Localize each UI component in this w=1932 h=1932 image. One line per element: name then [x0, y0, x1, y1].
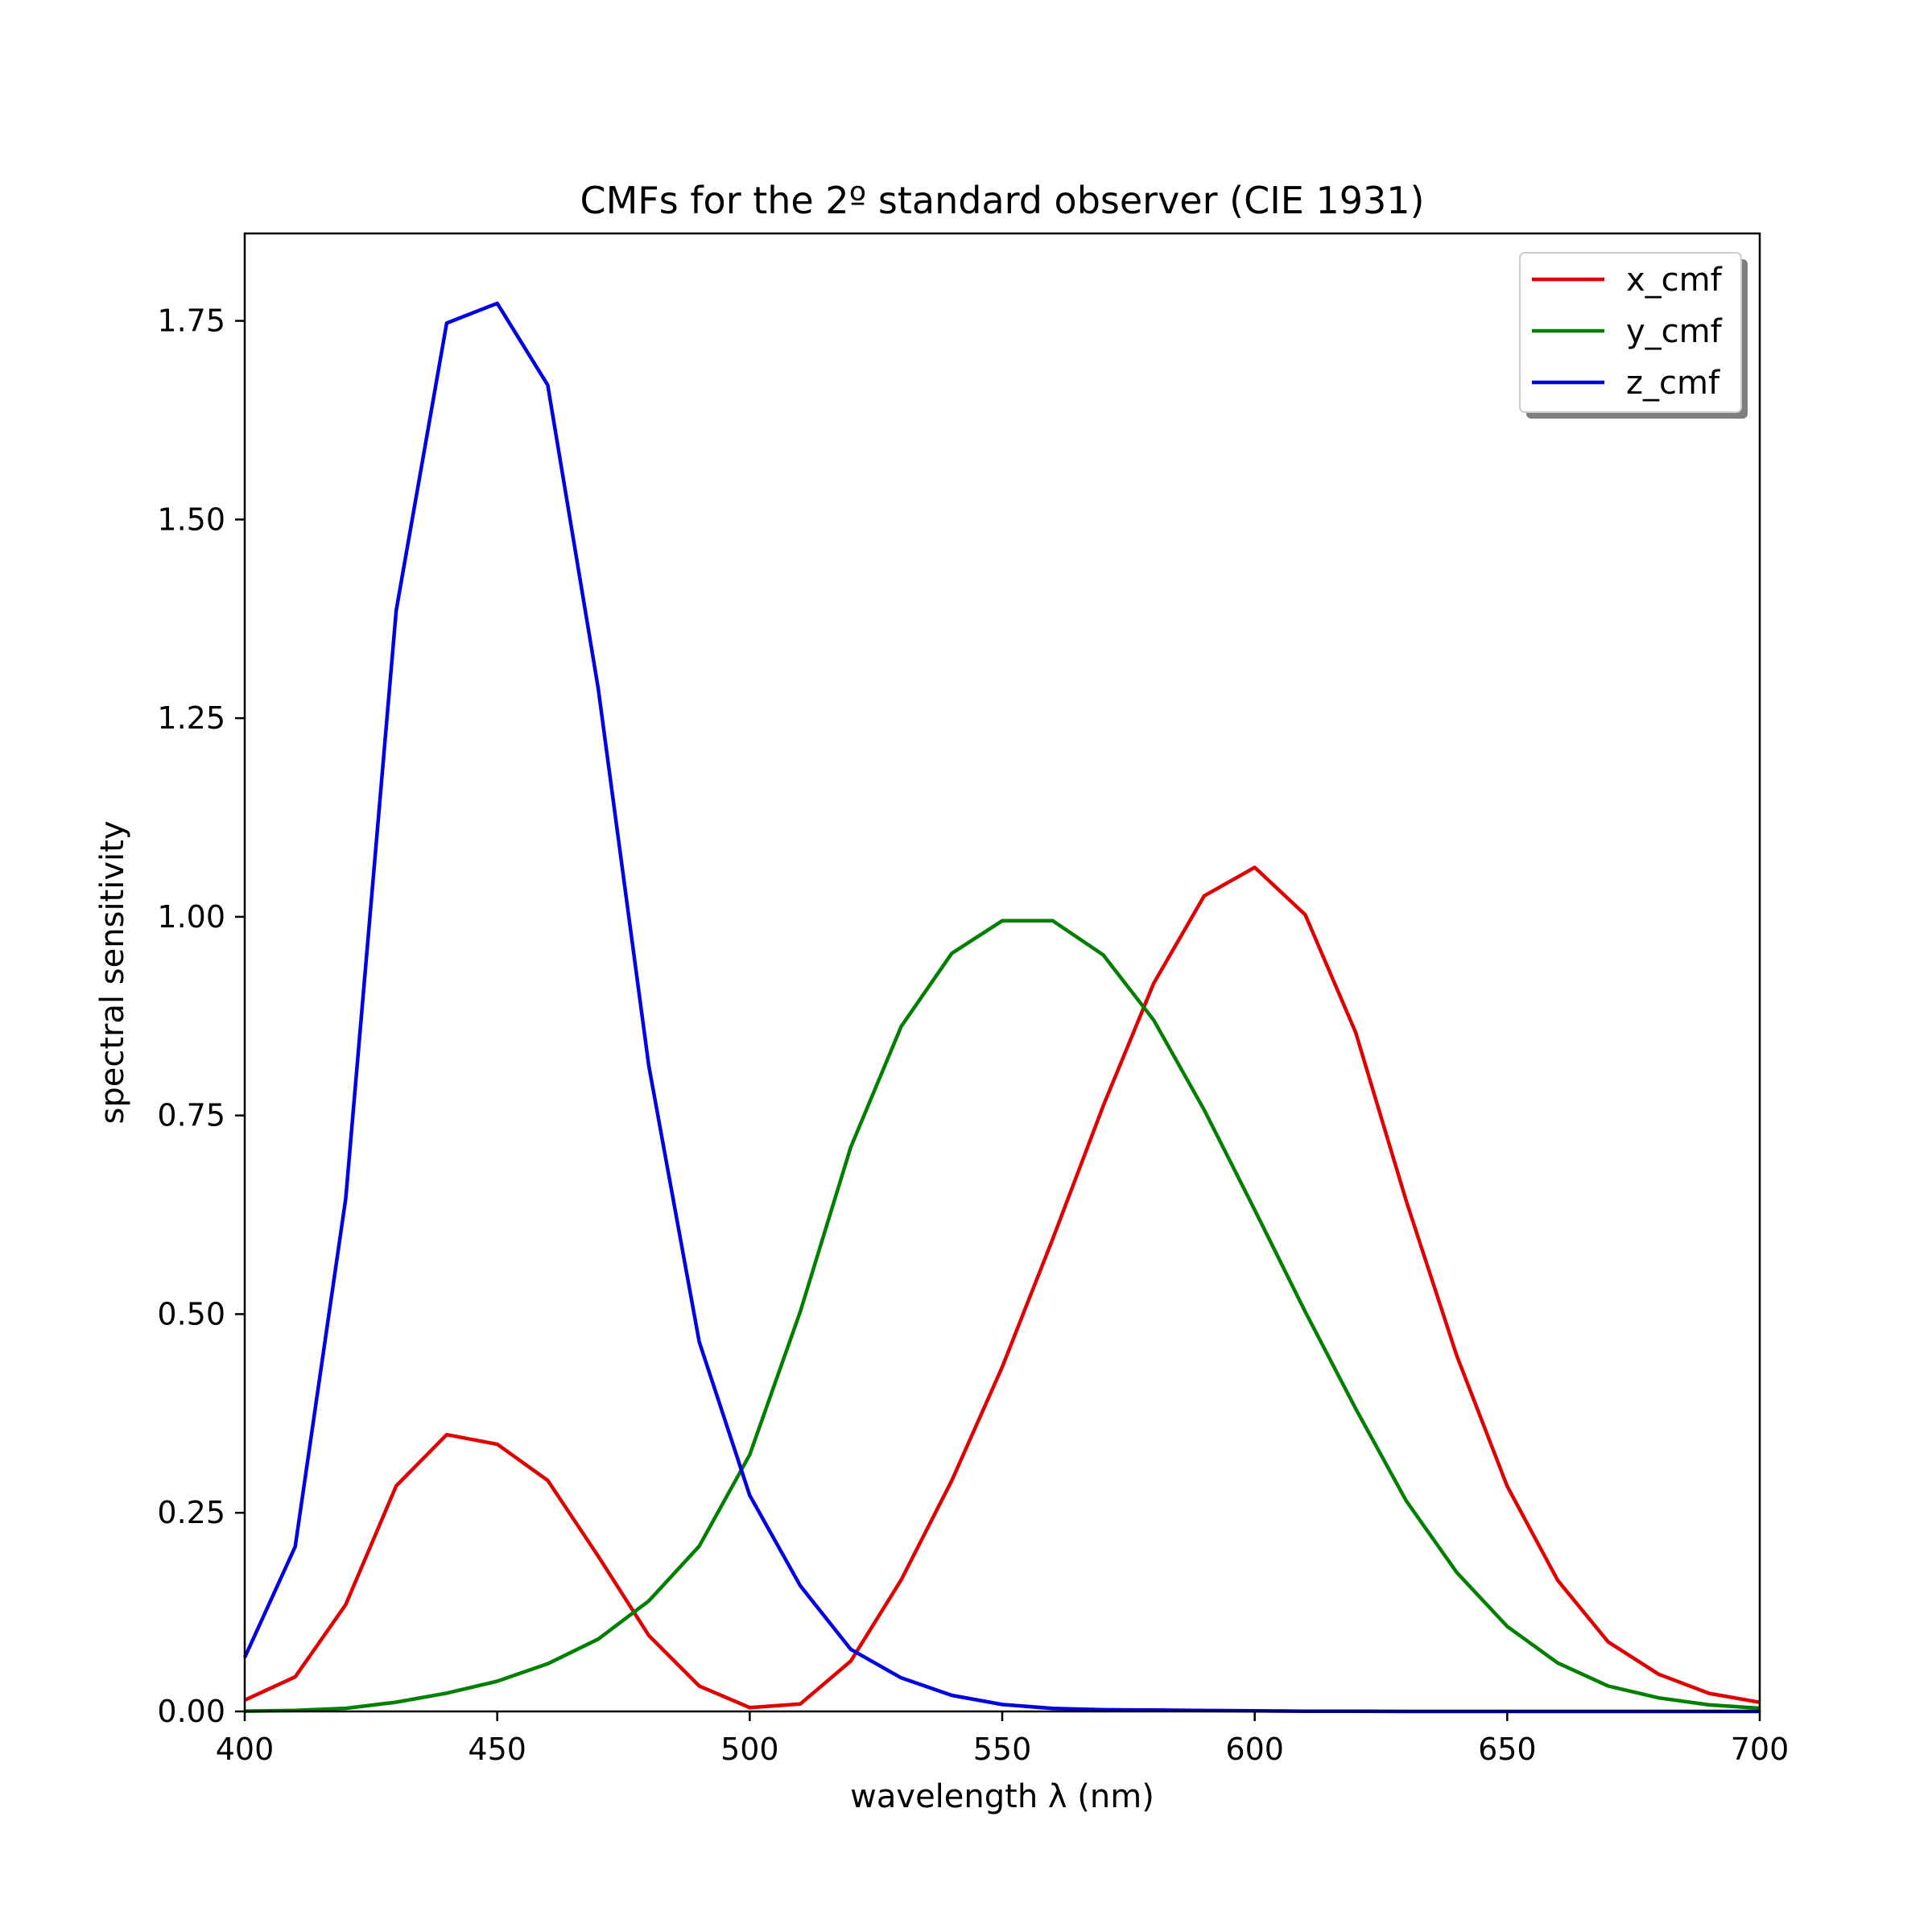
y-tick-label: 1.50 [157, 502, 225, 537]
x-tick-label: 550 [973, 1732, 1032, 1767]
y-tick-label: 1.75 [157, 303, 225, 339]
legend-label-y-cmf: y_cmf [1626, 313, 1723, 350]
series-line-x-cmf [244, 865, 1761, 1710]
legend-entries: x_cmf y_cmf z_cmf [1532, 262, 1723, 402]
x-tick-label: 450 [468, 1732, 526, 1767]
legend-label-x-cmf: x_cmf [1626, 262, 1723, 299]
series-line-z-cmf [242, 301, 1760, 1714]
series-line-y-cmf [244, 919, 1761, 1713]
x-tick-label: 700 [1731, 1732, 1790, 1767]
y-tick-label: 0.25 [157, 1495, 225, 1530]
chart-title: CMFs for the 2º standard observer (CIE 1… [580, 179, 1425, 222]
x-tick-label: 650 [1478, 1732, 1537, 1767]
plot-lines [242, 301, 1761, 1714]
y-axis-label: spectral sensitivity [94, 821, 131, 1125]
legend: x_cmf y_cmf z_cmf [1519, 252, 1748, 419]
y-tick-label: 1.00 [157, 899, 225, 935]
plot-frame [243, 232, 1761, 1713]
y-tick-label: 0.00 [157, 1694, 225, 1729]
x-axis-ticks: 400 450 500 550 600 650 700 [216, 1711, 1790, 1767]
x-tick-label: 600 [1225, 1732, 1284, 1767]
legend-label-z-cmf: z_cmf [1626, 365, 1720, 402]
y-axis-ticks: 0.00 0.25 0.50 0.75 1.00 1.25 1.50 1.75 [157, 303, 245, 1729]
y-tick-label: 0.75 [157, 1098, 225, 1133]
x-tick-label: 400 [216, 1732, 275, 1767]
legend-box [1519, 252, 1742, 413]
x-tick-label: 500 [720, 1732, 779, 1767]
x-axis-label: wavelength λ (nm) [850, 1778, 1154, 1815]
y-tick-label: 1.25 [157, 700, 225, 736]
y-tick-label: 0.50 [157, 1296, 225, 1331]
